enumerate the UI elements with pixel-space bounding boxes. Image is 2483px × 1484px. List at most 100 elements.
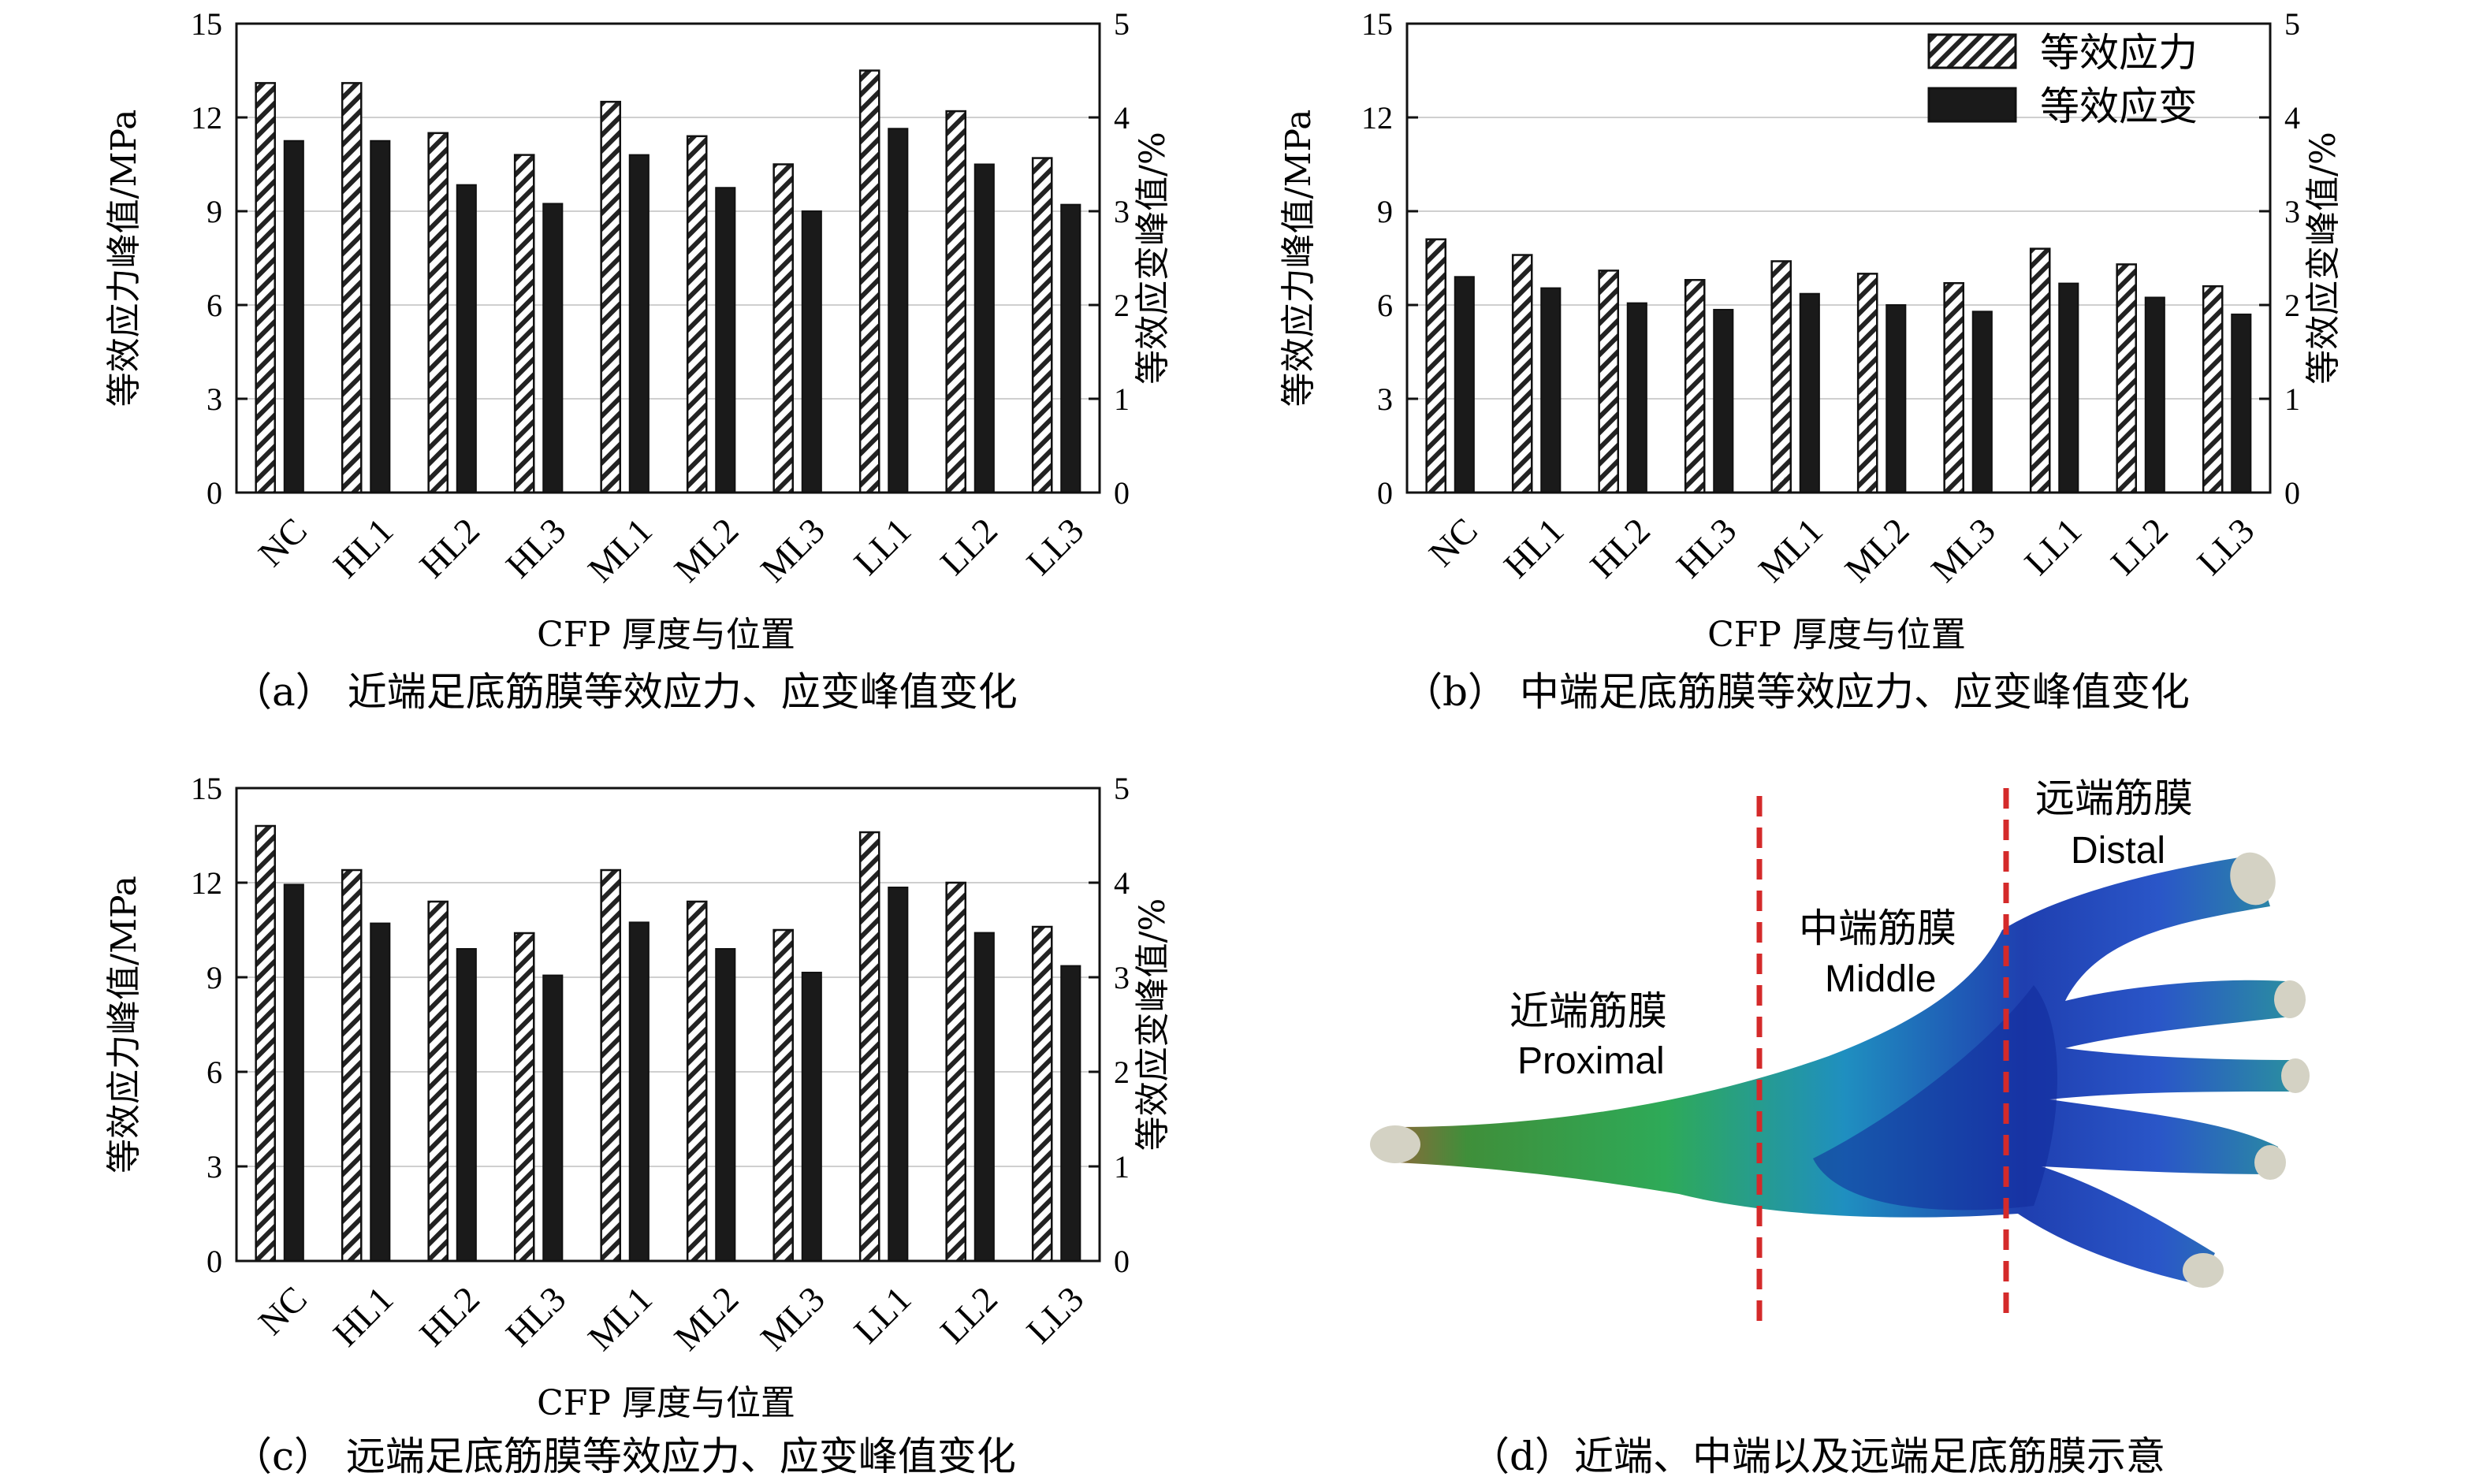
x-tick-label: HL3: [498, 1278, 574, 1354]
x-tick-label: LL2: [933, 510, 1005, 582]
caption-c: （c） 远端足底筋膜等效应力、应变峰值变化: [233, 1434, 1016, 1479]
y-tick-label: 3: [207, 1149, 222, 1185]
y2-tick-label: 4: [2284, 100, 2300, 136]
bar-strain-ml1: [628, 154, 650, 493]
legend: 等效应力 等效应变: [1927, 30, 2198, 129]
bar-stress-ml2: [686, 900, 708, 1263]
bar-stress-ml2: [686, 135, 708, 494]
fascia-heel-cap: [1370, 1125, 1420, 1163]
bar-strain-ll1: [888, 887, 909, 1262]
x-tick-label: ML3: [1923, 510, 2003, 590]
x-tick-label: HL2: [1582, 510, 1658, 586]
bar-strain-nc: [283, 139, 304, 493]
bar-strain-ll3: [1060, 965, 1081, 1262]
bar-stress-ml3: [772, 928, 794, 1263]
bar-stress-hl3: [1684, 279, 1706, 494]
y-tick-label: 3: [207, 381, 222, 417]
bar-stress-hl1: [341, 82, 363, 494]
y-tick-label: 9: [207, 960, 222, 995]
bar-stress-ll3: [2202, 285, 2224, 494]
x-tick-label: LL1: [2016, 510, 2089, 582]
label-middle-cn: 中端筋膜: [1799, 906, 1956, 951]
y2-tick-label: 1: [1114, 1149, 1130, 1185]
y2-tick-label: 5: [1114, 6, 1130, 42]
y2-tick-label: 0: [1114, 1244, 1130, 1279]
bar-stress-ll2: [2116, 263, 2137, 494]
label-middle-en: Middle: [1825, 958, 1936, 1000]
y2-axis-label: 等效应变峰值/%: [1133, 898, 1173, 1151]
legend-label-strain: 等效应变: [2040, 84, 2198, 129]
y2-tick-label: 3: [2284, 194, 2300, 229]
x-tick-label: ML1: [580, 1278, 660, 1358]
bar-strain-nc: [1454, 276, 1475, 493]
bar-strain-ml1: [1799, 292, 1820, 493]
x-tick-label: HL1: [326, 1278, 401, 1354]
y-tick-label: 9: [1377, 194, 1393, 229]
y-tick-label: 9: [207, 194, 222, 229]
bar-stress-ml3: [772, 163, 794, 494]
bar-stress-ml2: [1856, 273, 1878, 494]
x-tick-label: NC: [1421, 510, 1485, 574]
caption-b: （b） 中端足底筋膜等效应力、应变峰值变化: [1403, 669, 2190, 715]
y-tick-label: 6: [1377, 288, 1393, 323]
x-tick-label: HL3: [498, 510, 574, 586]
y-axis-label: 等效应力峰值/MPa: [104, 876, 144, 1173]
y2-tick-label: 1: [1114, 381, 1130, 417]
fascia-high-region: [1813, 985, 2057, 1211]
x-tick-label: HL2: [411, 510, 487, 586]
bar-stress-hl1: [341, 868, 363, 1263]
x-tick-label: HL2: [411, 1278, 487, 1354]
bar-stress-ll3: [1031, 925, 1053, 1263]
toe-cap-1: [2230, 852, 2276, 906]
x-tick-label: HL3: [1669, 510, 1744, 586]
plot-frame: [235, 787, 1101, 1263]
chart-proximal-fascia: NC HL1 HL2 HL3 ML1 ML2 ML3 LL1 LL2 LL303691215012…: [104, 6, 1173, 655]
x-tick-label: ML1: [580, 510, 660, 590]
caption-d: （d）近端、中端以及远端足底筋膜示意: [1470, 1434, 2165, 1479]
bar-strain-ml3: [801, 210, 822, 493]
x-tick-label: LL2: [2103, 510, 2176, 582]
bar-stress-ll1: [2029, 247, 2051, 494]
bar-strain-hl1: [1540, 287, 1562, 493]
label-distal-en: Distal: [2071, 830, 2165, 872]
y2-tick-label: 2: [2284, 288, 2300, 323]
y-tick-label: 0: [1377, 475, 1393, 511]
label-proximal-cn: 近端筋膜: [1510, 988, 1667, 1034]
y2-tick-label: 5: [1114, 771, 1130, 806]
y2-tick-label: 2: [1114, 288, 1130, 323]
x-tick-label: ML2: [1837, 510, 1916, 590]
bar-strain-hl2: [1626, 302, 1647, 493]
bar-strain-ml2: [715, 948, 736, 1262]
y-tick-label: 3: [1377, 381, 1393, 417]
y2-tick-label: 1: [2284, 381, 2300, 417]
label-distal-cn: 远端筋膜: [2035, 775, 2193, 821]
bar-stress-ll1: [858, 831, 880, 1263]
y2-tick-label: 0: [2284, 475, 2300, 511]
bar-strain-hl3: [542, 974, 564, 1262]
bar-stress-hl1: [1511, 254, 1533, 494]
y2-tick-label: 5: [2284, 6, 2300, 42]
x-tick-label: LL2: [933, 1278, 1005, 1351]
legend-swatch-strain: [1927, 87, 2017, 123]
x-tick-label: LL1: [846, 1278, 918, 1351]
bar-strain-ml3: [1971, 311, 1993, 493]
y-tick-label: 6: [207, 288, 222, 323]
y2-tick-label: 4: [1114, 865, 1130, 901]
bar-strain-ll1: [888, 128, 909, 493]
y2-tick-label: 4: [1114, 100, 1130, 136]
x-axis-label: CFP 厚度与位置: [537, 615, 795, 655]
x-tick-label: LL3: [1018, 510, 1091, 582]
y-tick-label: 15: [191, 771, 222, 806]
toe-cap-5: [2183, 1253, 2224, 1288]
x-tick-label: NC: [251, 510, 315, 574]
y2-axis-label: 等效应变峰值/%: [1133, 132, 1173, 385]
x-tick-label: LL3: [2189, 510, 2262, 582]
x-tick-label: ML3: [753, 510, 832, 590]
bar-strain-ml2: [1886, 304, 1907, 493]
x-tick-label: HL1: [326, 510, 401, 586]
bar-stress-ll2: [945, 881, 967, 1263]
y-axis-label: 等效应力峰值/MPa: [104, 110, 144, 407]
bar-strain-ml3: [801, 972, 822, 1262]
bar-strain-ll2: [2144, 296, 2165, 494]
